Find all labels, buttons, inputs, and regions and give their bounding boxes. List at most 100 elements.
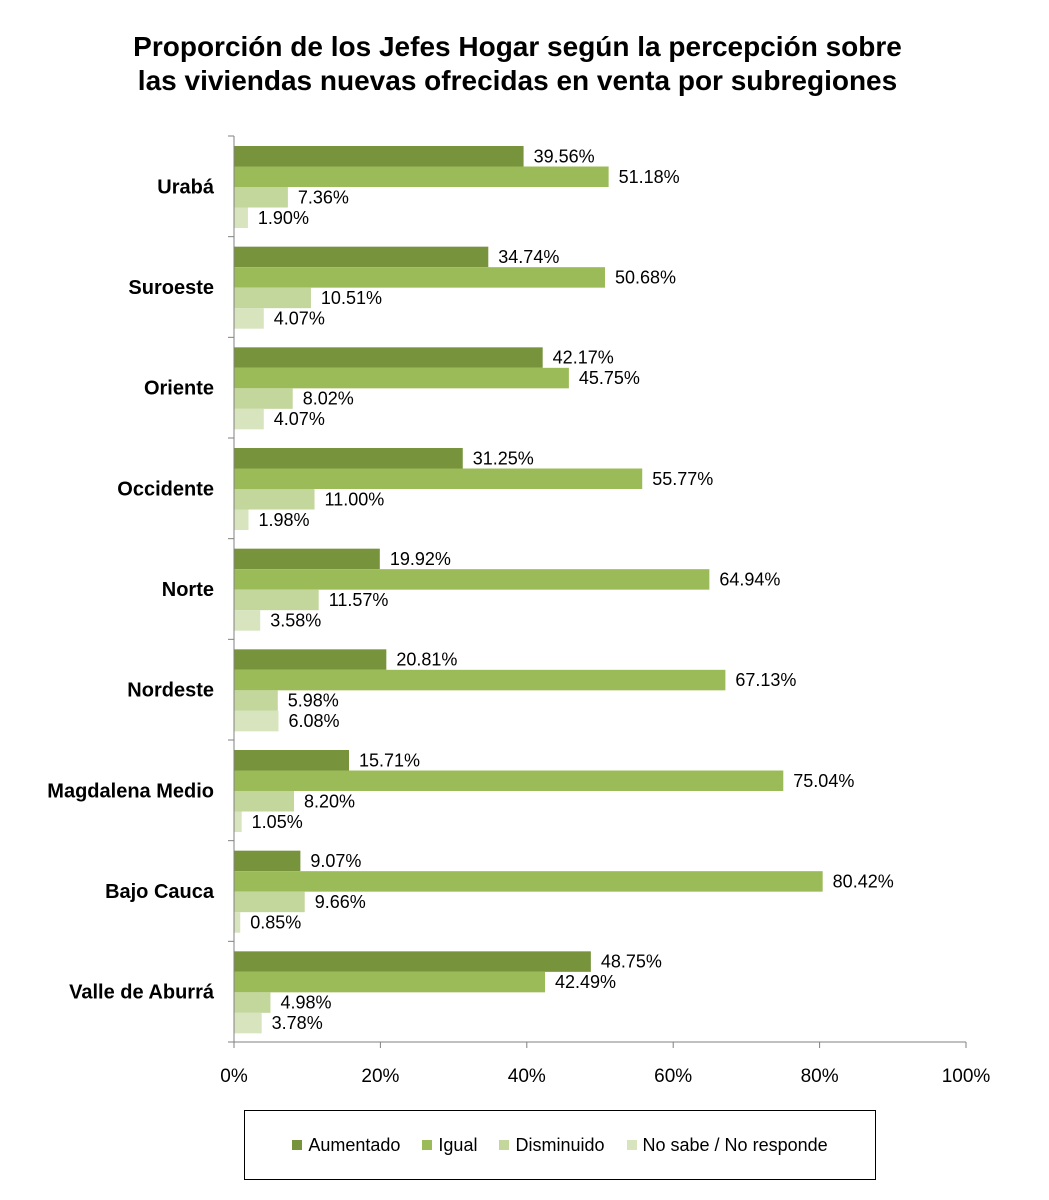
data-label-nordeste-series-3: 6.08% (289, 711, 340, 731)
bar-chart: 39.56% 51.18% 7.36%1.90% Urabá 34.74% 50.68% 1… (47, 135, 991, 1087)
bar-nordeste-series-3 (234, 710, 279, 732)
legend-item-no-sabe: No sabe / No responde (626, 1134, 828, 1156)
x-tick-label: 20% (361, 1066, 399, 1087)
data-label-oriente-series-1: 45.75% (579, 368, 640, 388)
bar-occidente-series-3 (234, 509, 249, 530)
category-label-norte: Norte (162, 579, 214, 601)
legend-label-igual: Igual (438, 1134, 478, 1155)
bar-magdalena-medio-series-0 (234, 750, 349, 771)
bar-nordeste-series-0 (234, 649, 387, 670)
data-label-magdalena-medio-series-3: 1.05% (252, 812, 303, 832)
x-tick-label: 80% (801, 1066, 839, 1087)
chart-legend: Aumentado Igual Disminuido No sabe / No … (244, 1110, 876, 1180)
bar-bajo-cauca-series-0 (234, 850, 301, 872)
data-label-occidente-series-2: 11.00% (325, 489, 385, 509)
category-label-uraba: Urabá (157, 176, 215, 198)
bar-magdalena-medio-series-3 (234, 811, 242, 832)
data-label-occidente-series-1: 55.77% (652, 469, 713, 489)
bar-oriente-series-0 (234, 347, 543, 368)
data-label-norte-series-0: 19.92% (390, 549, 451, 569)
data-label-occidente-series-0: 31.25% (473, 448, 534, 468)
data-label-valle-de-aburra-series-0: 48.75% (601, 952, 662, 972)
bar-valle-de-aburra-series-2 (234, 992, 271, 1013)
legend-swatch-igual (422, 1140, 433, 1150)
data-label-bajo-cauca-series-3: 0.85% (250, 912, 301, 932)
category-label-suroeste: Suroeste (128, 277, 214, 299)
x-tick-label: 40% (508, 1066, 546, 1087)
data-label-valle-de-aburra-series-3: 3.78% (272, 1013, 323, 1033)
category-label-valle-de-aburra: Valle de Aburrá (69, 982, 215, 1004)
data-label-uraba-series-0: 39.56% (534, 146, 595, 166)
data-label-bajo-cauca-series-0: 9.07% (310, 851, 361, 871)
bar-uraba-series-2 (234, 187, 288, 208)
data-label-suroeste-series-3: 4.07% (274, 308, 325, 328)
chart-title-line-2: las viviendas nuevas ofrecidas en venta … (137, 65, 898, 96)
data-label-bajo-cauca-series-1: 80.42% (833, 871, 894, 891)
data-label-nordeste-series-0: 20.81% (396, 650, 457, 670)
bar-norte-series-0 (234, 548, 380, 570)
bar-norte-series-3 (234, 610, 261, 631)
category-label-nordeste: Nordeste (127, 680, 214, 702)
bar-suroeste-series-2 (234, 287, 311, 309)
bar-occidente-series-0 (234, 448, 463, 469)
bar-uraba-series-3 (234, 207, 248, 228)
data-label-uraba-series-1: 51.18% (619, 167, 680, 187)
bar-bajo-cauca-series-3 (234, 912, 241, 933)
legend-label-disminuido: Disminuido (515, 1134, 605, 1155)
bar-bajo-cauca-series-2 (234, 891, 305, 913)
bar-bajo-cauca-series-1 (234, 871, 823, 892)
data-label-valle-de-aburra-series-2: 4.98% (280, 993, 331, 1013)
data-label-norte-series-2: 11.57% (329, 590, 389, 610)
category-label-oriente: Oriente (144, 378, 214, 400)
data-label-nordeste-series-1: 67.13% (735, 670, 796, 690)
legend-label-aumentado: Aumentado (308, 1134, 401, 1155)
legend-swatch-disminuido (499, 1140, 510, 1150)
bar-uraba-series-1 (234, 166, 609, 187)
bar-suroeste-series-1 (234, 267, 605, 288)
category-label-magdalena-medio: Magdalena Medio (47, 780, 214, 802)
legend-swatch-aumentado (292, 1140, 303, 1150)
category-label-occidente: Occidente (117, 478, 214, 500)
legend-swatch-no-sabe (626, 1140, 637, 1150)
bar-oriente-series-1 (234, 367, 569, 389)
x-tick-label: 100% (942, 1066, 991, 1087)
data-label-suroeste-series-0: 34.74% (498, 247, 559, 267)
bar-oriente-series-2 (234, 388, 293, 409)
bar-occidente-series-1 (234, 468, 643, 489)
data-label-magdalena-medio-series-0: 15.71% (359, 750, 420, 770)
data-label-uraba-series-3: 1.90% (258, 208, 309, 228)
bar-nordeste-series-2 (234, 690, 278, 711)
data-label-magdalena-medio-series-2: 8.20% (304, 791, 355, 811)
bar-suroeste-series-3 (234, 308, 264, 329)
data-label-oriente-series-3: 4.07% (274, 409, 325, 429)
bar-uraba-series-0 (234, 146, 524, 167)
category-label-bajo-cauca: Bajo Cauca (105, 881, 215, 903)
bar-valle-de-aburra-series-3 (234, 1012, 262, 1034)
data-label-oriente-series-2: 8.02% (303, 389, 354, 409)
data-label-magdalena-medio-series-1: 75.04% (793, 771, 854, 791)
bar-oriente-series-3 (234, 408, 264, 430)
data-label-oriente-series-0: 42.17% (553, 348, 614, 368)
data-label-suroeste-series-1: 50.68% (615, 267, 676, 287)
x-tick-label: 0% (220, 1066, 248, 1087)
bar-nordeste-series-1 (234, 669, 726, 691)
x-tick-label: 60% (654, 1066, 692, 1087)
data-label-norte-series-3: 3.58% (270, 610, 321, 630)
data-label-bajo-cauca-series-2: 9.66% (315, 892, 366, 912)
legend-label-no-sabe: No sabe / No responde (642, 1134, 828, 1155)
data-label-nordeste-series-2: 5.98% (288, 691, 339, 711)
chart-title-line-1: Proporción de los Jefes Hogar según la p… (133, 31, 902, 62)
bar-norte-series-2 (234, 589, 319, 611)
legend-item-aumentado: Aumentado (292, 1135, 400, 1156)
legend-item-igual: Igual (422, 1135, 477, 1156)
bar-norte-series-1 (234, 569, 710, 590)
data-label-norte-series-1: 64.94% (719, 569, 780, 589)
bar-valle-de-aburra-series-0 (234, 951, 591, 972)
bar-magdalena-medio-series-2 (234, 791, 295, 812)
bar-valle-de-aburra-series-1 (234, 971, 546, 993)
chart-title: Proporción de los Jefes Hogar según la p… (0, 30, 1035, 98)
data-label-uraba-series-2: 7.36% (298, 187, 349, 207)
data-label-valle-de-aburra-series-1: 42.49% (555, 972, 616, 992)
bar-suroeste-series-0 (234, 246, 489, 268)
bar-magdalena-medio-series-1 (234, 770, 784, 791)
